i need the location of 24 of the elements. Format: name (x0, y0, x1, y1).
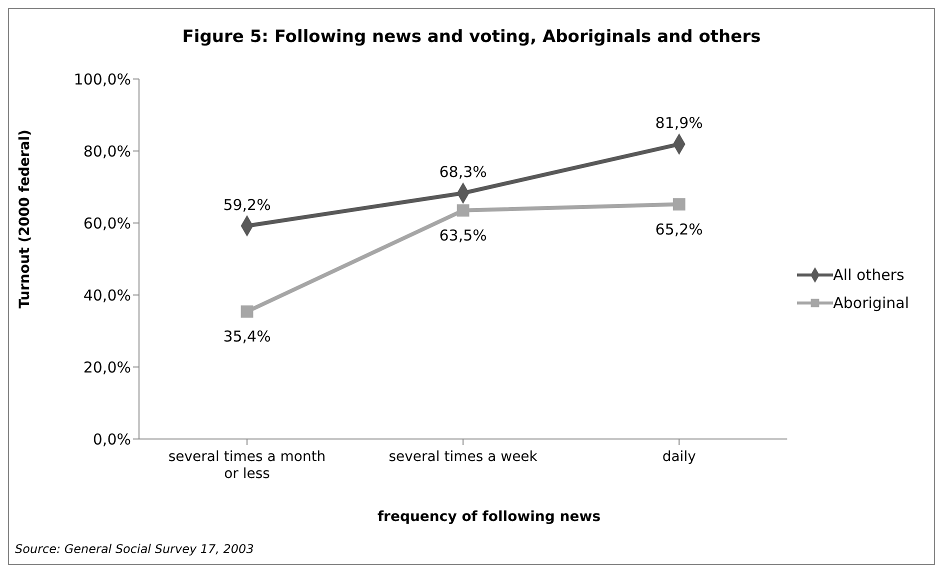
point (672, 198, 686, 210)
y-axis-title: Turnout (2000 federal) (17, 128, 33, 310)
y-tick-label: 80,0% (83, 142, 131, 160)
source-note: Source: General Social Survey 17, 2003 (15, 542, 254, 556)
point (456, 204, 470, 217)
y-tick-label: 60,0% (83, 214, 131, 232)
data-label: 68,3% (439, 163, 487, 182)
x-tick-label: several times a week (388, 449, 538, 465)
chart-title: Figure 5: Following news and voting, Aboriginals and others (181, 27, 762, 47)
data-label: 63,5% (439, 226, 487, 244)
point (240, 305, 254, 318)
y-tick-label: 20,0% (83, 358, 131, 376)
x-tick-label: daily (662, 449, 696, 465)
data-label: 65,2% (655, 220, 703, 238)
data-label: 81,9% (655, 114, 703, 132)
y-tick-label: 0,0% (92, 430, 131, 448)
legend-label: Aboriginal (833, 294, 909, 312)
legend-label: All others (833, 266, 904, 284)
data-label: 59,2% (223, 196, 271, 214)
y-tick-label: 40,0% (83, 286, 131, 304)
data-label: 35,4% (223, 328, 271, 346)
y-tick-label: 100,0% (74, 70, 131, 88)
x-axis-title: frequency of following news (376, 509, 602, 525)
x-tick-label: several times a month or less (168, 449, 326, 482)
